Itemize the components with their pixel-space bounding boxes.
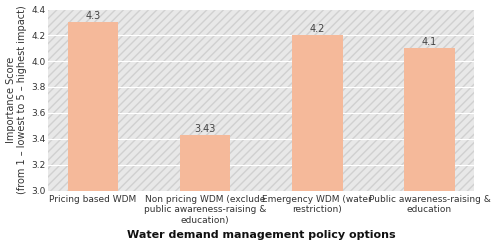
Text: 3.43: 3.43: [194, 124, 216, 134]
Bar: [292, 35, 343, 246]
Text: 4.2: 4.2: [310, 24, 325, 34]
Bar: [180, 135, 230, 246]
Bar: [404, 48, 454, 246]
X-axis label: Water demand management policy options: Water demand management policy options: [127, 231, 396, 240]
Y-axis label: Importance Score
(from 1 – lowest to 5 – highest impact): Importance Score (from 1 – lowest to 5 –…: [6, 6, 27, 194]
Bar: [68, 22, 118, 246]
Text: 4.3: 4.3: [86, 11, 100, 21]
Text: 4.1: 4.1: [422, 37, 437, 47]
